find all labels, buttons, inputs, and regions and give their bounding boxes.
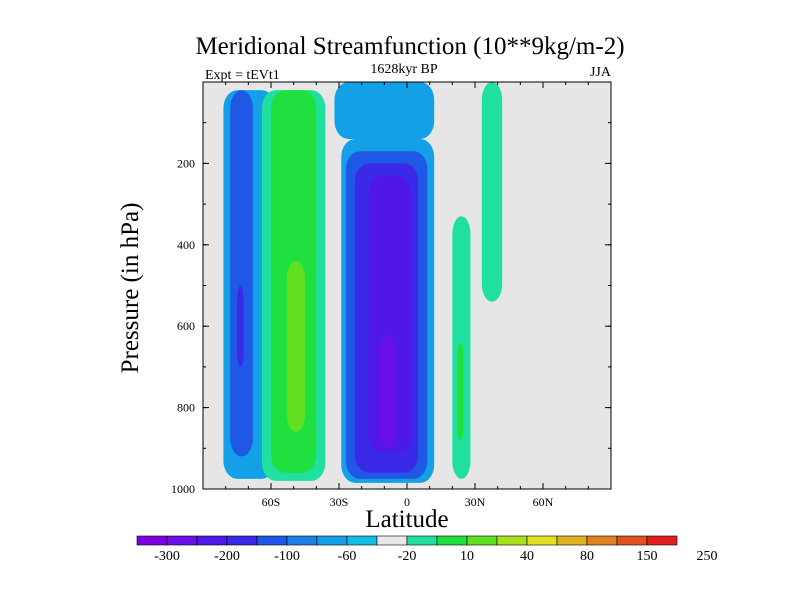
- colorbar-swatch: [226, 535, 258, 546]
- x-tick-label: 0: [404, 495, 410, 509]
- contour-ferrel-max: [286, 261, 305, 433]
- y-tick-label: 800: [177, 401, 195, 415]
- colorbar-swatch: [316, 535, 348, 546]
- x-tick-label: 30N: [465, 495, 486, 509]
- x-tick-label: 60N: [533, 495, 554, 509]
- x-axis: 60S 30S 0 30N 60N: [225, 82, 589, 509]
- colorbar-label: -60: [338, 549, 357, 564]
- contour-hadley-level-300: [379, 334, 396, 449]
- colorbar-swatch: [496, 535, 528, 546]
- colorbar-label: 80: [580, 549, 594, 564]
- contour-nh-tropical-core: [456, 342, 464, 441]
- contour-strat-cell-equator: [334, 82, 435, 139]
- colorbar-swatch: [256, 535, 288, 546]
- colorbar: -300 -200 -100 -60 -20 10 40 80 150 250: [136, 535, 718, 564]
- contour-fills: [223, 82, 503, 483]
- chart-title: Meridional Streamfunction (10**9kg/m-2): [195, 33, 624, 60]
- y-tick-label: 600: [177, 319, 195, 333]
- plot-area: [202, 81, 612, 490]
- colorbar-label: -200: [214, 549, 240, 564]
- colorbar-swatch: [136, 535, 168, 546]
- colorbar-label: -300: [154, 549, 180, 564]
- contour-nh-strat-streak: [481, 82, 503, 302]
- y-tick-label: 200: [177, 156, 195, 170]
- colorbar-swatch: [196, 535, 228, 546]
- contour-sh-polar-inner: [237, 285, 244, 367]
- y-axis: 200 400 600 800 1000: [171, 122, 611, 496]
- colorbar-swatch: [556, 535, 588, 546]
- colorbar-label: 40: [520, 549, 534, 564]
- colorbar-swatch: [166, 535, 198, 546]
- season-label: JJA: [590, 65, 612, 80]
- contour-hadley-level-200: [368, 175, 412, 453]
- colorbar-swatch: [376, 535, 408, 546]
- colorbar-label: -20: [398, 549, 417, 564]
- chart-subtitle: 1628kyr BP: [370, 62, 438, 77]
- x-axis-label: Latitude: [365, 506, 448, 533]
- y-tick-label: 1000: [171, 482, 195, 496]
- colorbar-swatch: [586, 535, 618, 546]
- colorbar-swatch: [346, 535, 378, 546]
- colorbar-swatch: [646, 535, 678, 546]
- colorbar-swatch: [466, 535, 498, 546]
- colorbar-swatch: [406, 535, 438, 546]
- y-tick-label: 400: [177, 238, 195, 252]
- colorbar-label: 250: [697, 549, 718, 564]
- colorbar-label: 10: [460, 549, 474, 564]
- y-axis-label: Pressure (in hPa): [117, 203, 144, 374]
- experiment-label: Expt = tEVt1: [205, 68, 280, 83]
- colorbar-label: 150: [637, 549, 658, 564]
- x-tick-label: 30S: [330, 495, 349, 509]
- colorbar-swatch: [526, 535, 558, 546]
- colorbar-swatch: [616, 535, 648, 546]
- x-tick-label: 60S: [262, 495, 281, 509]
- colorbar-label: -100: [274, 549, 300, 564]
- colorbar-swatch: [436, 535, 468, 546]
- contour-sh-polar-core: [230, 90, 253, 457]
- colorbar-swatch: [286, 535, 318, 546]
